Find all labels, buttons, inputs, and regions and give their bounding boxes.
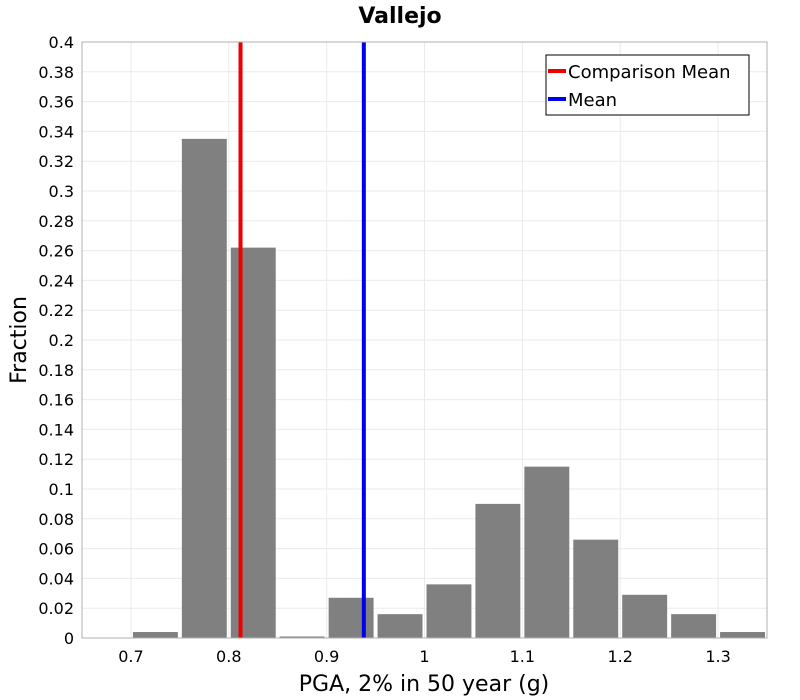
histogram-bars bbox=[132, 138, 765, 638]
x-tick-label: 1.1 bbox=[510, 647, 535, 666]
y-tick-label: 0 bbox=[64, 629, 74, 648]
y-tick-label: 0.28 bbox=[38, 212, 74, 231]
x-tick-label: 0.7 bbox=[118, 647, 143, 666]
legend: Comparison Mean Mean bbox=[545, 54, 750, 116]
histogram-bar bbox=[230, 247, 276, 638]
histogram-bar bbox=[279, 636, 325, 638]
y-tick-label: 0.08 bbox=[38, 510, 74, 529]
y-tick-label: 0.24 bbox=[38, 271, 74, 290]
legend-box bbox=[545, 54, 750, 116]
y-tick-label: 0.02 bbox=[38, 599, 74, 618]
histogram-bar bbox=[328, 597, 374, 638]
y-tick-label: 0.26 bbox=[38, 242, 74, 261]
y-tick-label: 0.2 bbox=[49, 331, 74, 350]
legend-label-comparison-mean: Comparison Mean bbox=[568, 62, 731, 83]
y-tick-label: 0.4 bbox=[49, 33, 74, 52]
x-tick-label: 0.8 bbox=[216, 647, 241, 666]
y-tick-label: 0.34 bbox=[38, 122, 74, 141]
histogram-bar bbox=[524, 466, 570, 638]
histogram-bar bbox=[377, 614, 423, 638]
histogram-bar bbox=[622, 594, 668, 638]
histogram-bar bbox=[426, 584, 472, 638]
y-tick-label: 0.38 bbox=[38, 63, 74, 82]
x-tick-label: 1 bbox=[419, 647, 429, 666]
legend-label-mean: Mean bbox=[568, 90, 617, 111]
y-axis-ticks: 0 0.02 0.04 0.06 0.08 0.1 0.12 0.14 0.16 0.18 0.2 0… bbox=[38, 33, 74, 648]
y-tick-label: 0.3 bbox=[49, 182, 74, 201]
x-tick-label: 1.3 bbox=[705, 647, 730, 666]
y-tick-label: 0.06 bbox=[38, 540, 74, 559]
y-tick-label: 0.32 bbox=[38, 152, 74, 171]
x-axis-ticks: 0.7 0.8 0.9 1 1.1 1.2 1.3 bbox=[118, 647, 731, 666]
histogram-bar bbox=[132, 632, 178, 638]
x-tick-label: 0.9 bbox=[314, 647, 339, 666]
y-tick-label: 0.16 bbox=[38, 391, 74, 410]
x-axis-label: PGA, 2% in 50 year (g) bbox=[299, 672, 550, 697]
y-tick-label: 0.18 bbox=[38, 361, 74, 380]
y-axis-label: Fraction bbox=[7, 296, 32, 384]
histogram-bar bbox=[475, 503, 521, 638]
y-tick-label: 0.22 bbox=[38, 301, 74, 320]
histogram-bar bbox=[573, 539, 619, 638]
plot-border bbox=[81, 41, 768, 639]
y-tick-label: 0.14 bbox=[38, 420, 74, 439]
y-tick-label: 0.36 bbox=[38, 93, 74, 112]
histogram-bar bbox=[720, 632, 765, 638]
y-tick-label: 0.1 bbox=[49, 480, 74, 499]
y-tick-label: 0.04 bbox=[38, 569, 74, 588]
histogram-bar bbox=[181, 138, 227, 638]
chart-title: Vallejo bbox=[358, 4, 441, 29]
y-tick-label: 0.12 bbox=[38, 450, 74, 469]
mean-lines bbox=[238, 42, 366, 638]
histogram-bar bbox=[671, 614, 717, 638]
x-tick-label: 1.2 bbox=[607, 647, 632, 666]
